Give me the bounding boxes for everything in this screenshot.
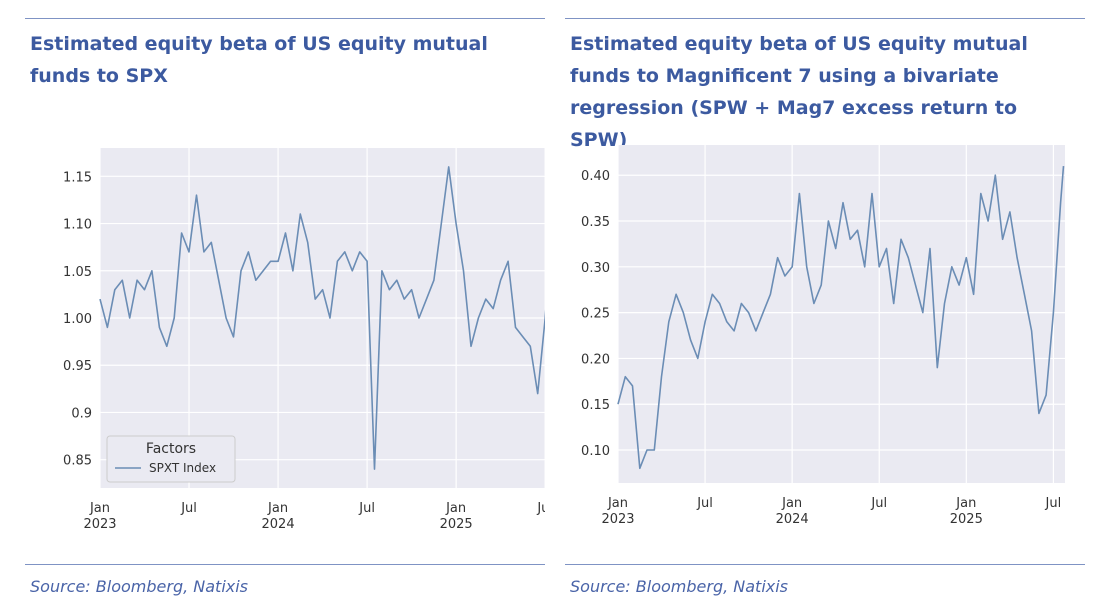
x-tick-label: Jan 2023 <box>83 501 116 532</box>
chart-panel: Estimated equity beta of US equity mutua… <box>565 0 1085 615</box>
x-tick-label: Jan 2024 <box>776 496 809 527</box>
y-tick-label: 0.15 <box>581 398 610 413</box>
y-tick-label: 1.10 <box>63 218 92 233</box>
y-tick-label: 0.35 <box>581 215 610 230</box>
y-tick-label: 0.30 <box>581 261 610 276</box>
legend: Factors SPXT Index <box>106 435 236 483</box>
y-tick-label: 0.95 <box>63 359 92 374</box>
x-tick-label: Jul <box>870 496 887 511</box>
x-tick-label: Jan 2025 <box>440 501 473 532</box>
y-tick-label: 0.20 <box>581 352 610 367</box>
source-note: Source: Bloomberg, Natixis <box>30 577 249 596</box>
legend-label: SPXT Index <box>149 461 216 475</box>
top-rule <box>25 18 545 19</box>
y-tick-label: 0.10 <box>581 444 610 459</box>
series-line <box>617 166 1065 470</box>
legend-title: Factors <box>146 441 196 457</box>
chart: 0.85 0.9 0.95 1.00 1.05 1.10 1.15 Jan 2023 Jul Jan… <box>63 148 545 532</box>
chart-title: Estimated equity beta of US equity mutua… <box>570 33 1028 151</box>
y-tick-label: 1.00 <box>63 312 92 327</box>
x-tick-label: Jul <box>696 496 713 511</box>
x-tick-label: Jan 2023 <box>601 496 634 527</box>
y-tick-label: 1.15 <box>63 170 92 185</box>
y-tick-label: 0.9 <box>71 406 92 421</box>
series-line <box>99 166 545 470</box>
y-tick-label: 0.25 <box>581 307 610 322</box>
x-tick-label: Jan 2025 <box>950 496 983 527</box>
legend-box <box>106 435 236 483</box>
x-tick-label: Jul <box>358 501 375 516</box>
y-tick-label: 0.85 <box>63 454 92 469</box>
x-tick-label: Jan 2024 <box>262 501 295 532</box>
y-tick-label: 1.05 <box>63 265 92 280</box>
chart-title: Estimated equity beta of US equity mutua… <box>30 33 488 87</box>
chart: 0.10 0.15 0.20 0.25 0.30 0.35 0.40 Jan 2023 Jul Ja… <box>581 145 1065 527</box>
x-tick-label: Jul <box>1045 496 1062 511</box>
chart-panel: Estimated equity beta of US equity mutua… <box>25 0 545 615</box>
source-note: Source: Bloomberg, Natixis <box>570 577 789 596</box>
x-tick-label: Jul <box>180 501 197 516</box>
top-rule <box>565 18 1085 19</box>
bottom-rule <box>25 564 545 565</box>
x-tick-label: Jul <box>536 501 545 516</box>
y-tick-label: 0.40 <box>581 169 610 184</box>
bottom-rule <box>565 564 1085 565</box>
